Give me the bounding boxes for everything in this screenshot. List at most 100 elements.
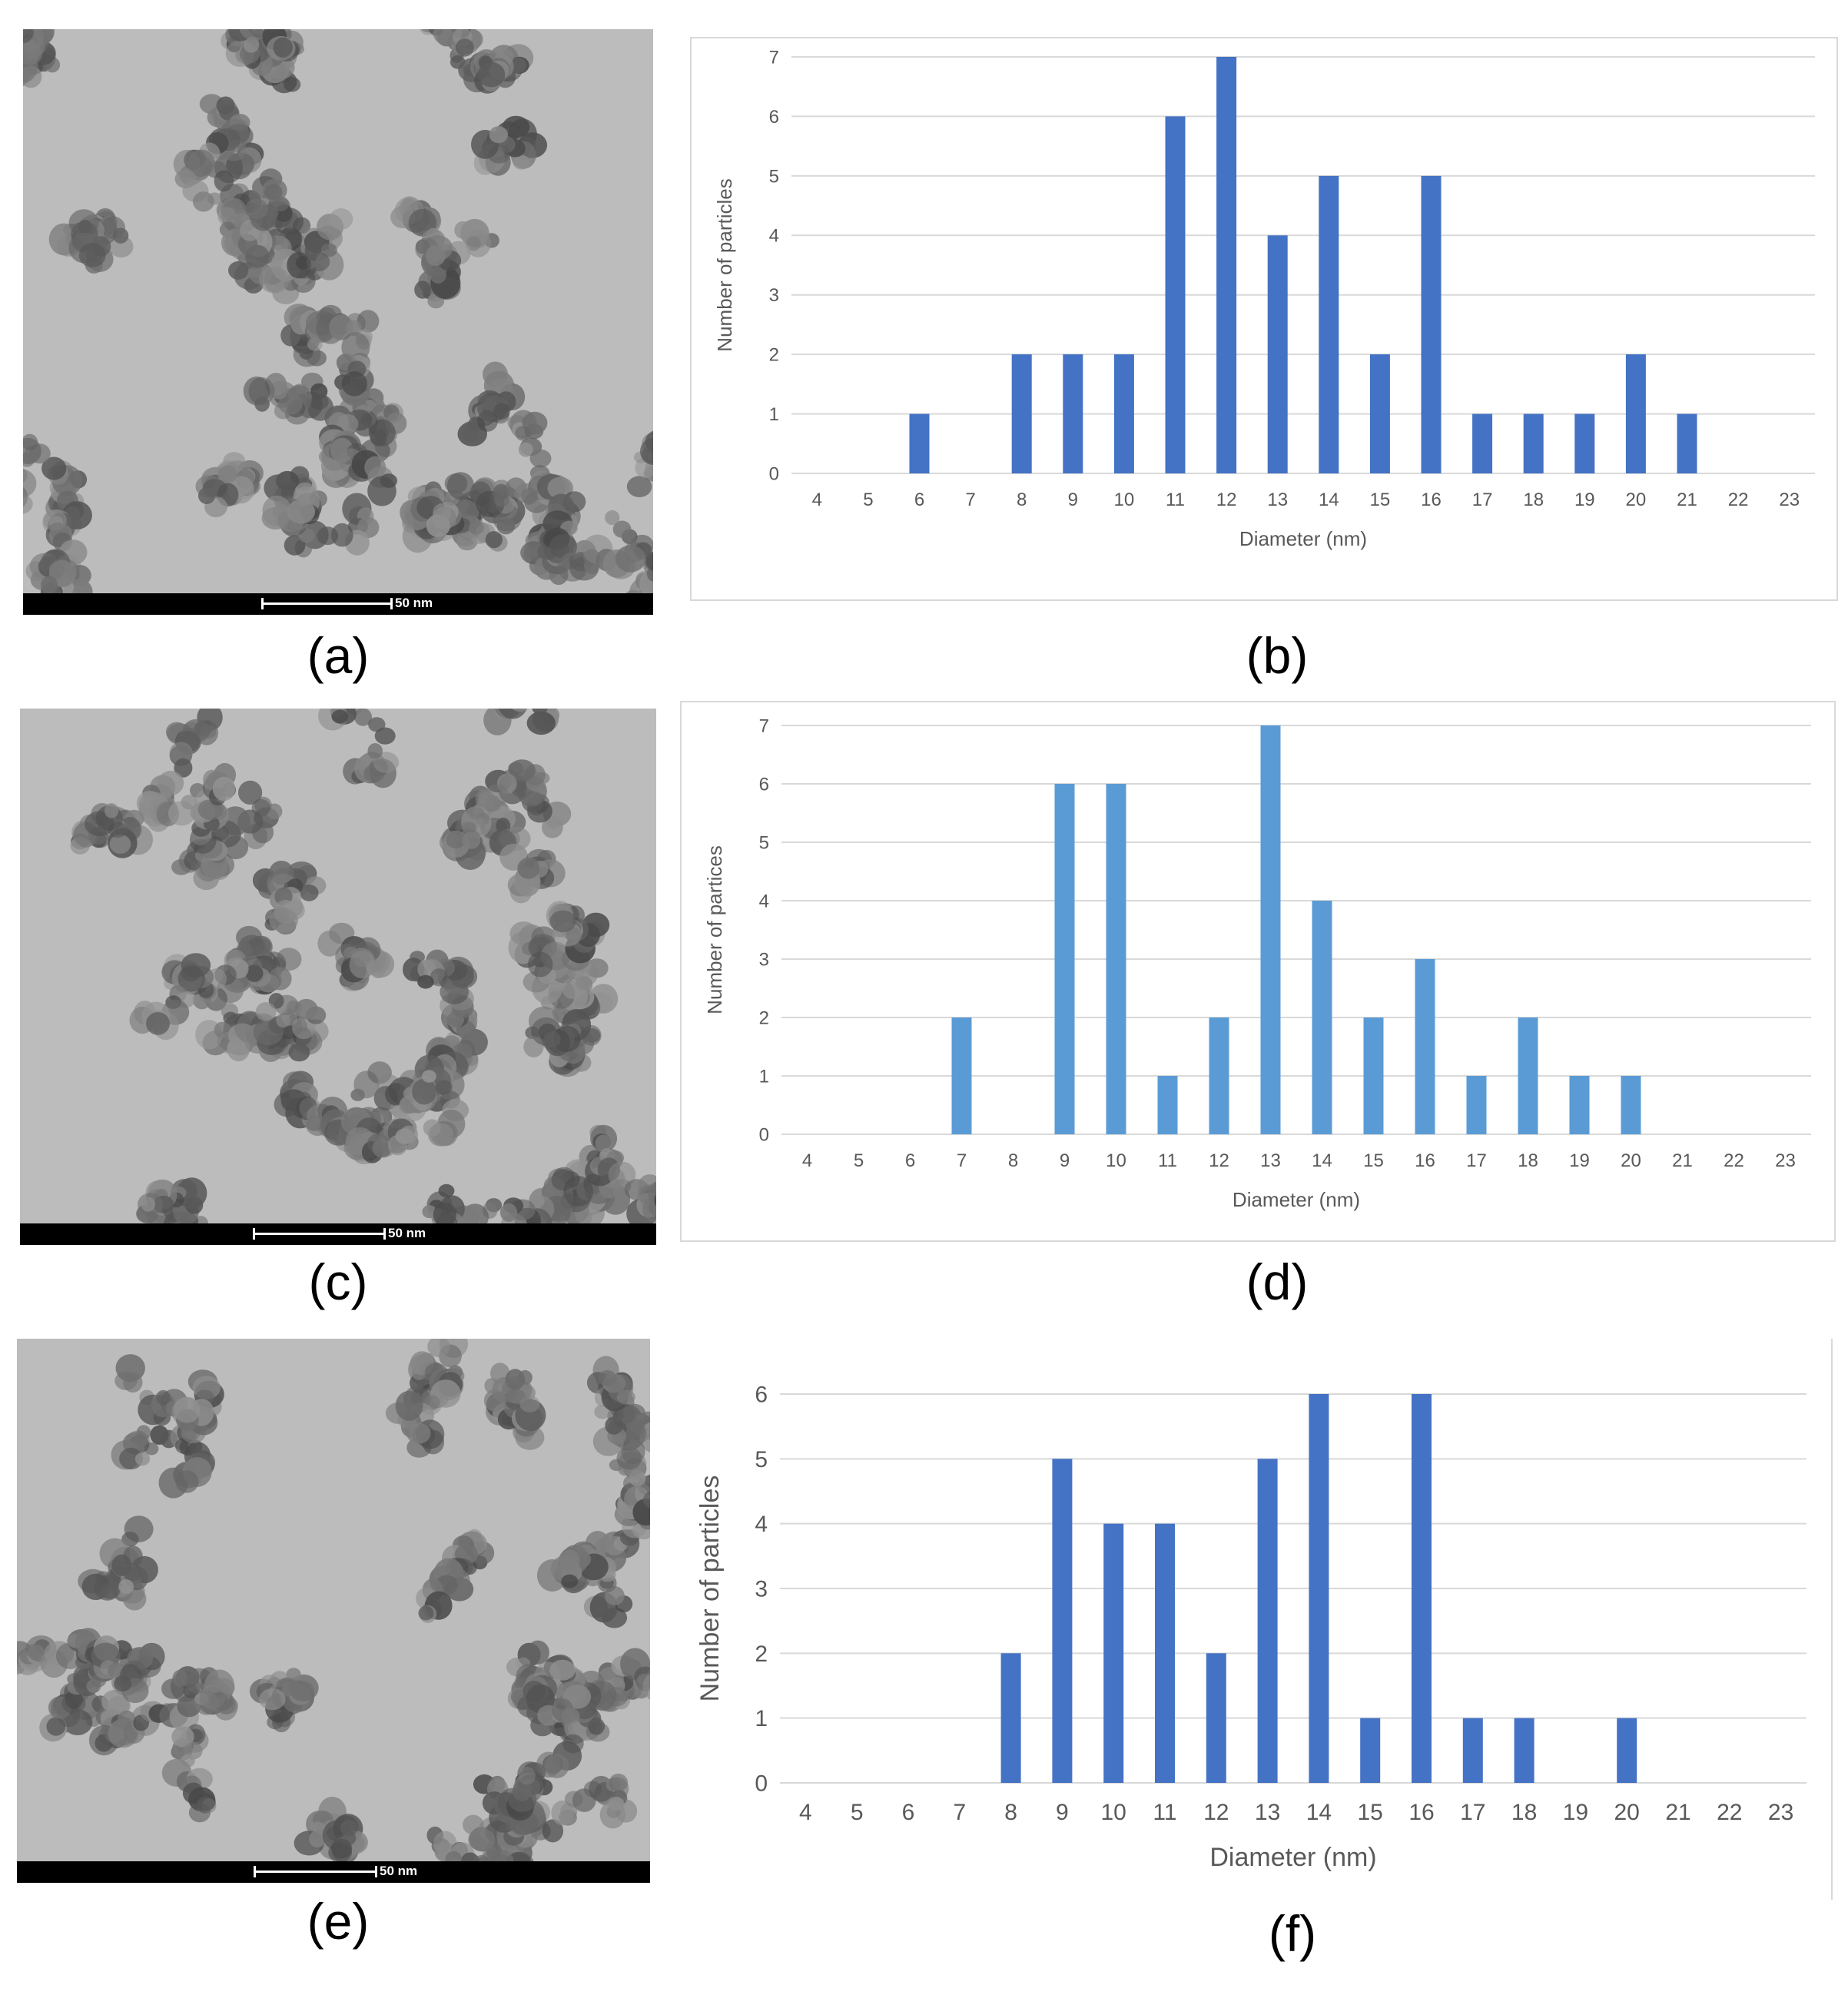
y-tick-label: 5 [759, 832, 769, 853]
y-tick-label: 5 [755, 1447, 768, 1472]
y-tick-label: 7 [769, 47, 779, 68]
bar-15 [1363, 1017, 1384, 1134]
scale-text-c: 50 nm [388, 1226, 426, 1240]
x-tick-label: 13 [1267, 490, 1288, 510]
nanoparticle-cluster [23, 29, 653, 593]
bar-10 [1103, 1523, 1124, 1783]
tem-background [17, 1339, 650, 1861]
bar-9 [1063, 354, 1083, 473]
x-tick-label: 16 [1421, 490, 1442, 510]
x-tick-label: 20 [1626, 490, 1647, 510]
bar-11 [1157, 1076, 1178, 1134]
bar-10 [1113, 354, 1134, 473]
bar-9 [1054, 784, 1075, 1134]
bar-16 [1415, 959, 1435, 1134]
y-tick-label: 5 [769, 166, 779, 187]
y-axis-title: Number of particles [695, 1476, 725, 1702]
bar-19 [1569, 1076, 1590, 1134]
y-tick-label: 3 [769, 285, 779, 306]
x-tick-label: 13 [1255, 1800, 1280, 1825]
bar-8 [1011, 354, 1032, 473]
x-tick-label: 10 [1106, 1150, 1126, 1171]
x-tick-label: 10 [1101, 1800, 1126, 1825]
bar-15 [1360, 1718, 1381, 1783]
x-tick-label: 18 [1523, 490, 1544, 510]
x-tick-label: 20 [1621, 1150, 1641, 1171]
panel-label-f: (f) [1268, 1905, 1317, 1962]
x-tick-label: 6 [902, 1800, 915, 1825]
x-tick-label: 16 [1415, 1150, 1435, 1171]
x-tick-label: 5 [851, 1800, 864, 1825]
x-axis-title: Diameter (nm) [1209, 1843, 1376, 1872]
scale-text-e: 50 nm [380, 1864, 418, 1878]
bar-21 [1677, 413, 1697, 473]
bar-19 [1574, 413, 1595, 473]
x-tick-label: 19 [1569, 1150, 1590, 1171]
x-tick-label: 9 [1068, 490, 1078, 510]
x-tick-label: 11 [1153, 1800, 1176, 1825]
bar-10 [1106, 784, 1126, 1134]
x-tick-label: 6 [905, 1150, 915, 1171]
x-tick-label: 18 [1511, 1800, 1537, 1825]
bar-13 [1260, 725, 1281, 1134]
panel-label-e: (e) [307, 1893, 370, 1950]
x-tick-label: 17 [1472, 490, 1493, 510]
bar-14 [1309, 1394, 1329, 1783]
x-tick-label: 22 [1717, 1800, 1742, 1825]
bar-6 [909, 413, 930, 473]
tem-image-e: 50 nm [17, 1339, 650, 1883]
y-tick-label: 1 [769, 404, 779, 425]
y-tick-label: 0 [755, 1771, 768, 1797]
y-tick-label: 4 [759, 891, 769, 911]
x-tick-label: 21 [1665, 1800, 1690, 1825]
x-tick-label: 8 [1004, 1800, 1017, 1825]
x-tick-label: 18 [1518, 1150, 1538, 1171]
x-tick-label: 15 [1363, 1150, 1384, 1171]
y-tick-label: 3 [759, 949, 769, 970]
bar-16 [1412, 1394, 1432, 1783]
y-tick-label: 2 [755, 1641, 768, 1667]
bar-9 [1052, 1459, 1073, 1783]
x-tick-label: 4 [802, 1150, 812, 1171]
panel-label-a: (a) [307, 627, 370, 684]
bar-17 [1466, 1076, 1487, 1134]
bar-13 [1267, 235, 1288, 473]
x-tick-label: 12 [1216, 490, 1237, 510]
x-tick-label: 12 [1209, 1150, 1229, 1171]
x-tick-label: 14 [1319, 490, 1339, 510]
x-tick-label: 8 [1017, 490, 1027, 510]
x-tick-label: 21 [1672, 1150, 1693, 1171]
x-axis-title: Diameter (nm) [1239, 527, 1367, 550]
x-tick-label: 23 [1768, 1800, 1793, 1825]
bar-17 [1462, 1718, 1483, 1783]
x-tick-label: 14 [1306, 1800, 1332, 1825]
panel-label-d: (d) [1246, 1253, 1309, 1310]
bar-12 [1206, 1653, 1226, 1783]
x-tick-label: 17 [1460, 1800, 1485, 1825]
y-tick-label: 4 [755, 1512, 768, 1537]
bar-8 [1000, 1653, 1021, 1783]
x-tick-label: 4 [799, 1800, 812, 1825]
x-tick-label: 15 [1370, 490, 1391, 510]
nanoparticle-cluster [17, 1339, 650, 1861]
bar-11 [1155, 1523, 1175, 1783]
x-tick-label: 14 [1312, 1150, 1332, 1171]
x-tick-label: 17 [1466, 1150, 1487, 1171]
bar-13 [1257, 1459, 1278, 1783]
y-tick-label: 0 [769, 463, 779, 484]
tem-image-a: 50 nm [23, 29, 653, 615]
bar-15 [1369, 354, 1390, 473]
chart-f: 0 1 2 3 4 5 6 4 5 6 7 8 9 10 11 12 13 14 15 16 17 18 19 20 21 22 2… [680, 1339, 1833, 1900]
y-axis-title: Number of partices [703, 845, 726, 1014]
y-tick-label: 6 [759, 774, 769, 795]
x-tick-label: 22 [1724, 1150, 1744, 1171]
panel-label-b: (b) [1246, 627, 1309, 684]
x-tick-label: 12 [1203, 1800, 1229, 1825]
bar-18 [1514, 1718, 1534, 1783]
y-tick-label: 6 [755, 1383, 768, 1408]
scale-text-a: 50 nm [395, 596, 433, 610]
x-tick-label: 16 [1408, 1800, 1434, 1825]
x-tick-label: 9 [1056, 1800, 1069, 1825]
x-tick-label: 7 [953, 1800, 966, 1825]
x-tick-label: 11 [1158, 1150, 1177, 1171]
